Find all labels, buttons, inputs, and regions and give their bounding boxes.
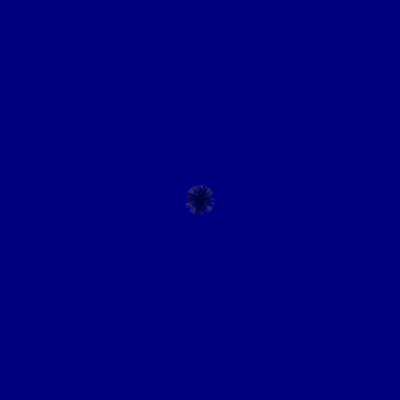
polar-heatmap-figure [0,0,400,400]
polar-heatmap-plot [0,0,400,400]
